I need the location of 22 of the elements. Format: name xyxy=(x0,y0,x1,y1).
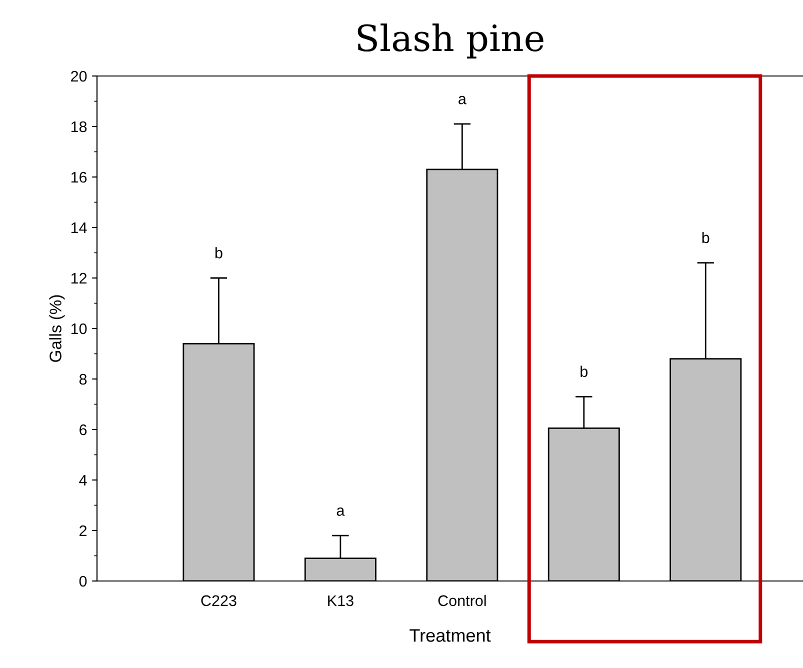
annotation: b xyxy=(215,247,222,258)
y-tick-label: 8 xyxy=(79,374,87,385)
annotation: b xyxy=(702,232,710,244)
y-tick-label: 20 xyxy=(71,70,87,82)
y-tick-label: 12 xyxy=(71,272,87,284)
annotation: b xyxy=(580,366,588,377)
annotation: a xyxy=(336,507,345,516)
y-tick-label: 18 xyxy=(71,121,87,132)
chart-title: Slash pine xyxy=(358,24,544,59)
y-axis-title: Galls (%) xyxy=(49,295,65,362)
y-tick-label: 4 xyxy=(79,475,87,486)
y-tick-label: 14 xyxy=(71,222,87,234)
y-tick-label: 2 xyxy=(80,525,87,536)
x-axis-title: Treatment xyxy=(410,629,491,642)
x-tick-label: Control xyxy=(438,594,486,606)
x-tick-label: C223 xyxy=(201,595,236,606)
y-tick-label: 6 xyxy=(80,424,87,436)
y-tick-label: 16 xyxy=(71,172,87,183)
x-tick-label: K13 xyxy=(328,595,354,606)
annotation: a xyxy=(458,96,466,104)
y-tick-label: 0 xyxy=(79,576,87,587)
y-tick-label: 10 xyxy=(71,323,87,334)
